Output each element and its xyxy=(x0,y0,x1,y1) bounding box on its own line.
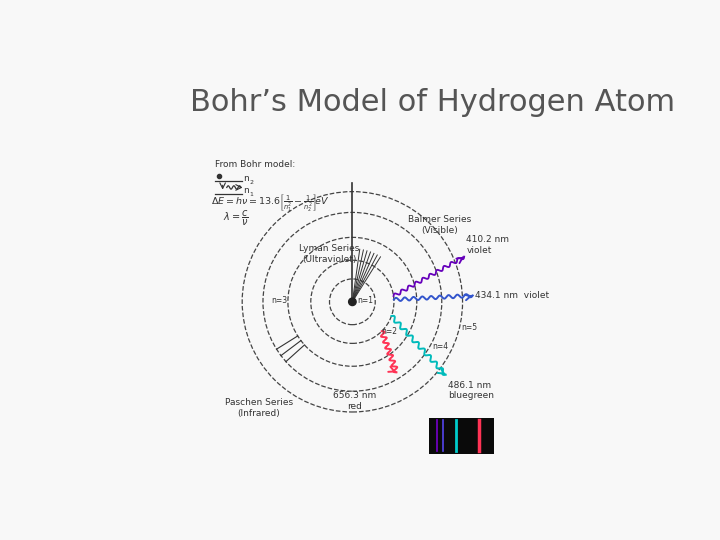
Text: n: n xyxy=(243,174,249,183)
Text: 2: 2 xyxy=(249,180,253,185)
Text: Paschen Series
(Infrared): Paschen Series (Infrared) xyxy=(225,398,293,417)
Text: Balmer Series
(Visible): Balmer Series (Visible) xyxy=(408,215,472,234)
Text: From Bohr model:: From Bohr model: xyxy=(215,160,295,168)
Text: n=5: n=5 xyxy=(461,323,477,332)
Text: Bohr’s Model of Hydrogen Atom: Bohr’s Model of Hydrogen Atom xyxy=(190,87,675,117)
Text: Lyman Series
(Ultraviolet): Lyman Series (Ultraviolet) xyxy=(300,244,360,264)
Text: n: n xyxy=(243,186,249,195)
Text: 1: 1 xyxy=(249,192,253,197)
Text: n=4: n=4 xyxy=(432,342,448,350)
FancyBboxPatch shape xyxy=(158,62,580,483)
Text: n=3: n=3 xyxy=(271,296,287,306)
Text: 410.2 nm
violet: 410.2 nm violet xyxy=(467,235,509,254)
Text: $\lambda = \dfrac{c}{\nu}$: $\lambda = \dfrac{c}{\nu}$ xyxy=(223,210,249,228)
Text: 486.1 nm
bluegreen: 486.1 nm bluegreen xyxy=(448,381,494,400)
Text: 656.3 nm
red: 656.3 nm red xyxy=(333,391,376,410)
Text: n=2: n=2 xyxy=(381,327,397,336)
Text: $\Delta E = h\nu = 13.6\left[\frac{1}{n_1^2} - \frac{1}{n_2^2}\right]\!eV$: $\Delta E = h\nu = 13.6\left[\frac{1}{n_… xyxy=(211,192,330,213)
Circle shape xyxy=(348,298,356,306)
Text: 434.1 nm  violet: 434.1 nm violet xyxy=(475,291,549,300)
Bar xyxy=(429,418,494,454)
Text: n=1: n=1 xyxy=(357,296,373,306)
